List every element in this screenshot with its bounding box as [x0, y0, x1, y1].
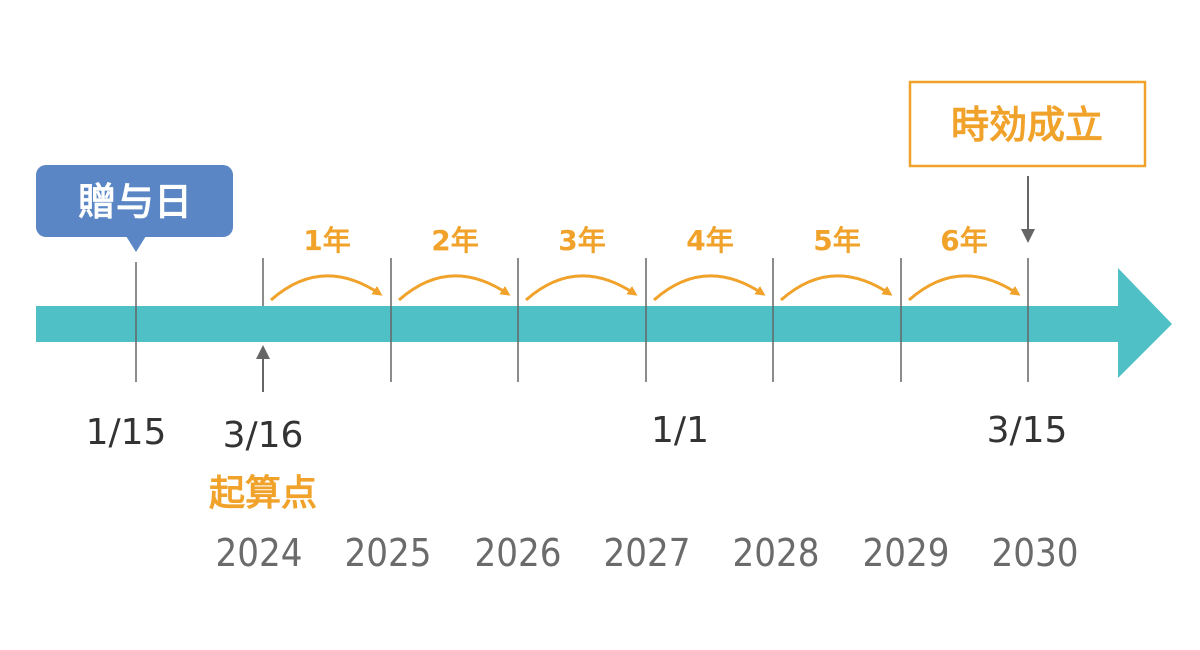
timeline-bar	[36, 306, 1126, 342]
tick-lines	[135, 258, 1029, 382]
period-label-5: 5年	[813, 224, 860, 257]
mid-date-value: 1/1	[651, 410, 709, 451]
year-label-2027: 2027	[604, 531, 691, 575]
period-label-1: 1年	[303, 224, 350, 257]
period-arrows	[270, 274, 1021, 302]
period-arrow-3	[525, 274, 638, 302]
gift-date-bubble-box	[36, 165, 233, 237]
gift-date-value: 1/15	[86, 412, 167, 453]
period-arrow-1	[270, 274, 383, 302]
year-label-2026: 2026	[475, 531, 562, 575]
start-date-value: 3/16	[223, 415, 304, 456]
timeline-arrow	[36, 268, 1172, 378]
period-label-2: 2年	[431, 224, 478, 257]
date-labels: 1/15 3/16 1/1 3/15	[86, 410, 1068, 456]
year-label-2024: 2024	[216, 531, 303, 575]
statute-completion-box: 時効成立	[908, 80, 1147, 168]
period-labels: 1年 2年 3年 4年 5年 6年	[303, 224, 987, 257]
period-label-6: 6年	[940, 224, 987, 257]
period-arrow-4	[653, 274, 766, 302]
period-arrow-5	[780, 274, 893, 302]
gift-date-bubble: 贈与日	[36, 165, 233, 252]
period-label-4: 4年	[686, 224, 733, 257]
statute-completion-label: 時効成立	[951, 103, 1103, 147]
year-label-2025: 2025	[345, 531, 432, 575]
gift-date-label: 贈与日	[78, 180, 192, 224]
start-point-label: 起算点	[209, 473, 317, 514]
year-label-2029: 2029	[863, 531, 950, 575]
year-labels: 2024 2025 2026 2027 2028 2029 2030	[216, 531, 1079, 575]
statute-completion-border	[908, 80, 1147, 168]
period-arrow-6	[908, 274, 1021, 302]
year-label-2030: 2030	[992, 531, 1079, 575]
gift-date-bubble-tail	[126, 236, 146, 252]
year-label-2028: 2028	[733, 531, 820, 575]
timeline-arrowhead	[1118, 268, 1172, 378]
end-date-value: 3/15	[987, 410, 1068, 451]
period-arrow-2	[398, 274, 511, 302]
period-label-3: 3年	[558, 224, 605, 257]
